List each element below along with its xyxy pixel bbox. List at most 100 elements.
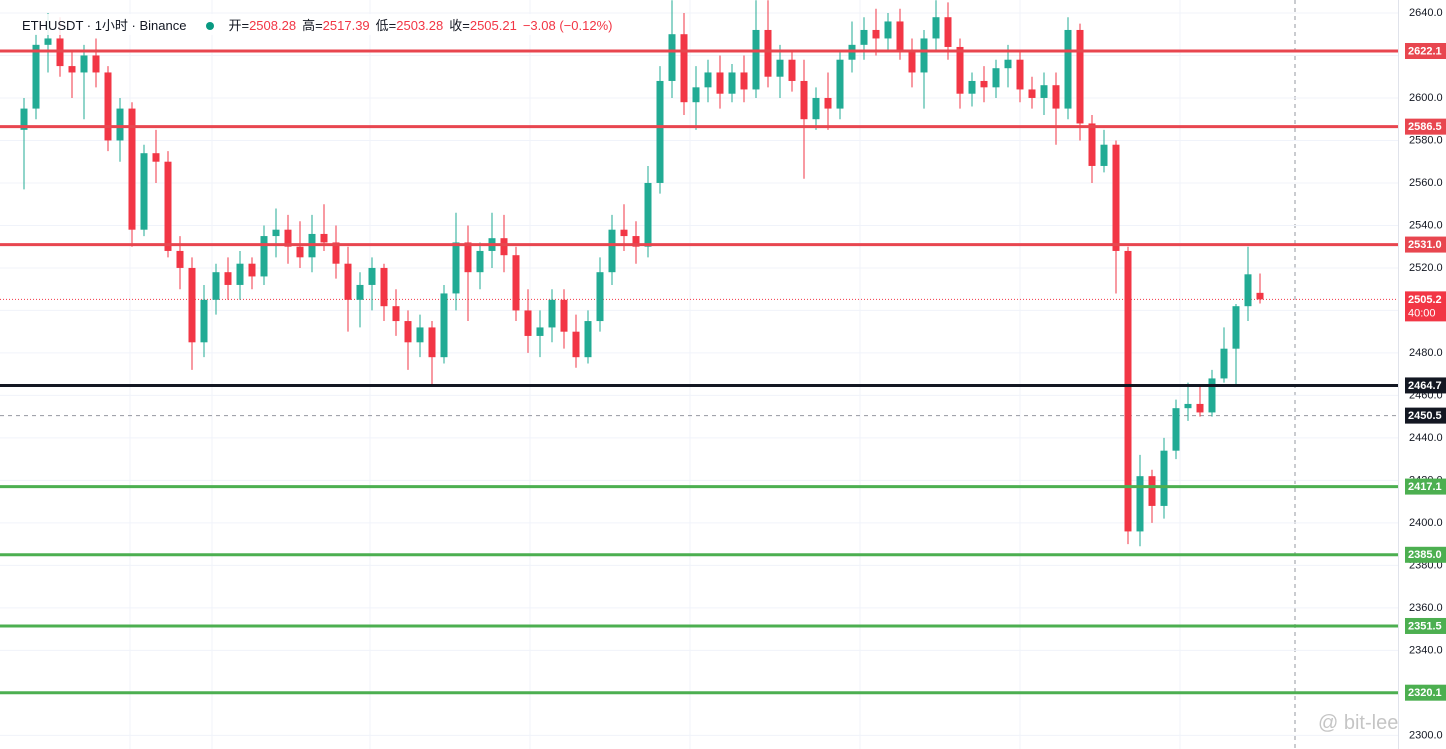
y-tick-label: 2360.0 — [1409, 602, 1443, 614]
level-label: 2351.5 — [1408, 620, 1442, 632]
symbol: ETHUSDT · 1小时 · Binance — [22, 18, 187, 33]
level-label-box — [1405, 684, 1446, 701]
level-label-box — [1405, 42, 1446, 59]
candle-body — [980, 80, 988, 88]
candle-body — [728, 72, 736, 94]
level-label: 2417.1 — [1408, 481, 1442, 493]
candle-body — [236, 263, 244, 285]
countdown-label: 40:00 — [1408, 307, 1436, 319]
candle-body — [20, 108, 28, 130]
candle-body — [128, 108, 136, 230]
candle-body — [1028, 89, 1036, 98]
level-label-box — [1405, 478, 1446, 495]
y-tick-label: 2640.0 — [1409, 7, 1443, 19]
candle-body — [476, 250, 484, 273]
candle-body — [524, 310, 532, 336]
y-tick-label: 2440.0 — [1409, 432, 1443, 444]
candle-body — [248, 263, 256, 277]
candle-body — [632, 236, 640, 247]
candle-body — [908, 51, 916, 73]
candle-body — [368, 267, 376, 285]
candle-body — [764, 29, 772, 77]
y-tick-label: 2560.0 — [1409, 177, 1443, 189]
candle-body — [416, 327, 424, 343]
candle-body — [788, 59, 796, 81]
crosshair-label-box — [1405, 407, 1446, 424]
candle-body — [500, 238, 508, 256]
candle-body — [800, 80, 808, 120]
last-price-box — [1405, 291, 1446, 322]
level-label: 2586.5 — [1408, 121, 1442, 133]
candle-body — [1136, 476, 1144, 532]
candle-body — [620, 229, 628, 237]
candle-body — [668, 34, 676, 81]
open-value: 2508.28 — [249, 18, 297, 33]
candle-body — [920, 38, 928, 73]
candle-body — [284, 229, 292, 247]
candle-body — [932, 17, 940, 39]
candle-body — [152, 153, 160, 162]
candle-body — [872, 29, 880, 39]
level-label: 2385.0 — [1408, 549, 1442, 561]
candle-body — [860, 29, 868, 45]
candle-body — [404, 321, 412, 343]
candle-body — [1172, 408, 1180, 451]
crosshair-label: 2450.5 — [1408, 410, 1442, 422]
candle-body — [116, 108, 124, 141]
candle-body — [1004, 59, 1012, 69]
candle-body — [44, 38, 52, 45]
candle-body — [440, 293, 448, 358]
vertical-grid — [129, 0, 1181, 749]
level-label-box — [1405, 236, 1446, 253]
candle-body — [884, 21, 892, 39]
high-label: 高= — [302, 18, 323, 33]
candle-body — [1064, 29, 1072, 109]
y-tick-label: 2600.0 — [1409, 92, 1443, 104]
candle-body — [572, 331, 580, 358]
y-tick-label: 2480.0 — [1409, 347, 1443, 359]
candle-body — [1160, 450, 1168, 506]
candle-body — [380, 267, 388, 307]
candle-body — [692, 87, 700, 103]
candle-body — [80, 55, 88, 73]
candle-body — [104, 72, 112, 141]
legend-header: ETHUSDT · 1小时 · Binance 开=2508.28 高=2517.3… — [18, 14, 623, 35]
level-label-box — [1405, 546, 1446, 563]
candle-body — [320, 233, 328, 243]
last-price-label: 2505.2 — [1408, 294, 1442, 306]
low-value: 2503.28 — [396, 18, 444, 33]
candle-body — [944, 17, 952, 47]
candle-body — [1148, 476, 1156, 506]
candle-body — [1220, 348, 1228, 379]
candle-body — [164, 161, 172, 251]
candle-body — [1232, 306, 1240, 349]
candle-body — [704, 72, 712, 88]
y-tick-label: 2400.0 — [1409, 517, 1443, 529]
candle-body — [968, 80, 976, 94]
candle-body — [224, 272, 232, 285]
candle-body — [212, 272, 220, 300]
candle-body — [680, 34, 688, 103]
level-label: 2531.0 — [1408, 239, 1442, 251]
candle-body — [716, 72, 724, 94]
candle-body — [536, 327, 544, 336]
candle-body — [812, 97, 820, 120]
candle-body — [392, 306, 400, 322]
status-dot — [206, 22, 215, 30]
candle-body — [1124, 250, 1132, 532]
level-label-box — [1405, 377, 1446, 394]
candle-body — [1208, 378, 1216, 413]
y-tick-label: 2520.0 — [1409, 262, 1443, 274]
low-label: 低= — [375, 18, 397, 33]
level-label: 2464.7 — [1408, 380, 1442, 392]
candle-body — [1088, 123, 1096, 166]
level-label-box — [1405, 118, 1446, 135]
candle-body — [68, 66, 76, 73]
candle-body — [188, 267, 196, 343]
candle-body — [464, 242, 472, 273]
level-label-box — [1405, 617, 1446, 634]
candle-body — [1184, 403, 1192, 409]
level-label: 2320.1 — [1408, 687, 1442, 699]
